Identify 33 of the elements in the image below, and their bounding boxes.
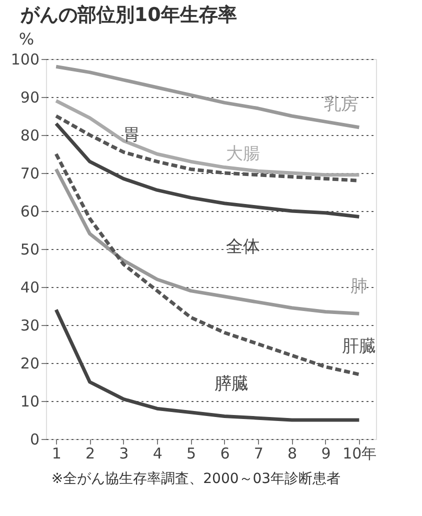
x-tick-label: 2 [86,444,96,462]
y-tick-label: 50 [20,240,40,258]
series-label: 全体 [226,237,260,258]
x-tick-label: 8 [288,444,298,462]
x-tick-label: 4 [152,444,162,462]
y-tick-label: 40 [20,278,40,296]
y-tick-label: 0 [30,430,40,448]
series-label: 膵臓 [214,374,248,394]
series-label: 大腸 [226,144,260,164]
x-tick-label: 7 [254,444,264,462]
x-tick-label: 10年 [342,444,377,462]
y-tick-label: 100 [10,50,40,68]
series-label: 肝臓 [342,336,376,356]
x-tick-label: 5 [186,444,196,462]
series-label: 肺 [350,276,368,297]
line-series [54,122,361,218]
x-tick-label: 1 [52,444,62,462]
y-tick-label: 20 [20,354,40,372]
series-label: 胃 [122,125,140,146]
y-axis-title: % [18,30,34,48]
series-label: 乳房 [324,94,358,114]
y-tick-label: 70 [20,164,40,182]
x-tick-label: 9 [321,444,331,462]
y-tick-label: 30 [20,316,40,334]
y-tick-label: 10 [20,392,40,410]
x-tick-label: 3 [119,444,129,462]
text: ※全がん協生存率調査、2000～03年診断患者 [51,471,341,487]
x-tick-label: 6 [220,444,230,462]
y-tick-label: 90 [20,88,40,106]
chart-title: がんの部位別10年生存率 [19,4,237,26]
y-tick-label: 80 [20,126,40,144]
line-series [54,308,361,422]
y-tick-label: 60 [20,202,40,220]
